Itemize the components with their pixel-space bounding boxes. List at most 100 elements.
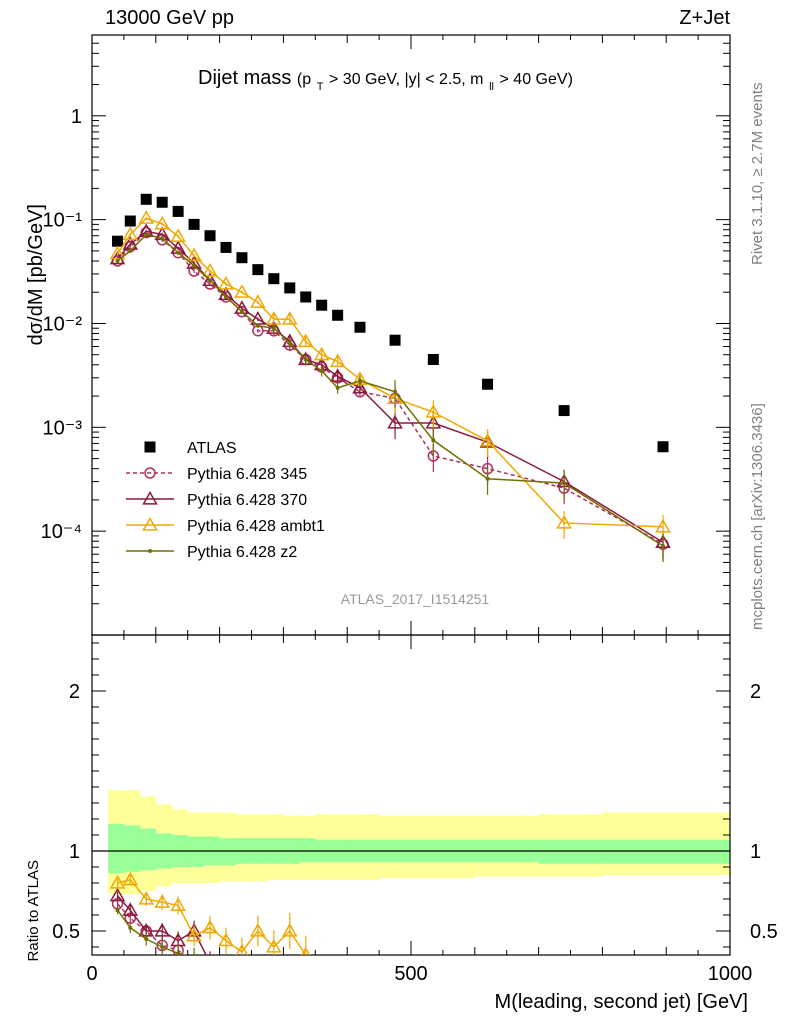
title-main: Dijet mass	[198, 67, 291, 89]
ratio-y-tick-label: 0.5	[52, 921, 80, 943]
title-cuts-b: > 30 GeV, |y| < 2.5, m	[329, 71, 483, 88]
data-point	[186, 247, 202, 262]
legend-entry: Pythia 6.428 345	[126, 466, 307, 483]
data-point	[287, 340, 292, 345]
data-point	[176, 250, 181, 255]
ratio-data-point	[192, 956, 196, 960]
x-tick-label: 500	[394, 963, 427, 985]
data-point	[156, 196, 168, 208]
data-point	[220, 241, 232, 253]
process-label: Z+Jet	[679, 7, 730, 29]
series-atlas	[112, 193, 669, 453]
data-point	[252, 264, 264, 276]
data-point	[300, 291, 312, 303]
data-point	[154, 215, 170, 230]
ratio-data-point	[186, 927, 202, 942]
ratio-uncertainty-bands	[92, 790, 731, 895]
data-point	[128, 248, 133, 253]
ratio-inner-band-bin	[538, 839, 603, 864]
data-point	[562, 481, 567, 486]
data-point	[482, 378, 494, 390]
data-point	[140, 193, 152, 205]
data-point	[319, 368, 324, 373]
ratio-y-tick-label: 1	[69, 841, 80, 863]
data-point	[234, 284, 250, 298]
data-point	[239, 309, 244, 314]
ratio-data-point	[122, 871, 139, 886]
ratio-data-point	[109, 874, 126, 889]
ratio-data-point	[128, 925, 133, 930]
data-point	[661, 543, 666, 548]
data-point	[297, 333, 314, 348]
y-tick-label: 10⁻³	[43, 417, 83, 439]
ratio-plot-series	[109, 871, 311, 968]
x-tick-label: 0	[86, 963, 97, 985]
ratio-data-point	[189, 958, 199, 968]
data-point	[316, 299, 328, 311]
data-point	[303, 357, 308, 362]
data-point	[172, 205, 184, 217]
ratio-y-tick-label: 2	[69, 681, 80, 703]
data-point	[112, 235, 124, 247]
data-point	[657, 441, 669, 453]
ratio-inner-band-bin	[187, 836, 205, 867]
ratio-data-point	[122, 902, 139, 916]
legend-marker	[144, 441, 156, 453]
data-point	[170, 228, 186, 243]
ratio-data-point	[154, 922, 170, 937]
data-point	[204, 230, 216, 242]
data-point	[313, 346, 330, 361]
axis-ticks	[91, 34, 731, 955]
legend-label: Pythia 6.428 345	[187, 466, 307, 483]
data-point	[271, 326, 276, 331]
data-point	[115, 258, 120, 263]
ratio-series-line	[116, 909, 187, 955]
data-point	[268, 273, 280, 285]
data-point	[236, 252, 248, 264]
data-point	[427, 353, 439, 365]
legend-marker	[148, 549, 152, 553]
data-point	[223, 294, 228, 299]
main-plot-series	[109, 193, 671, 563]
ratio-y-tick-label-right: 2	[750, 681, 761, 703]
ratio-series-pythia-6-428-ambt1	[109, 871, 311, 955]
data-point	[354, 321, 366, 333]
x-tick-label: 1000	[708, 963, 753, 985]
analysis-id: ATLAS_2017_I1514251	[341, 591, 490, 607]
data-point	[425, 404, 442, 418]
ratio-data-point	[250, 922, 266, 937]
data-point	[122, 226, 139, 241]
data-point	[431, 438, 436, 443]
ratio-inner-band-bin	[602, 839, 731, 864]
series-pythia-6-428-ambt1	[109, 210, 671, 543]
data-point	[479, 432, 496, 447]
legend-label: Pythia 6.428 z2	[187, 544, 297, 561]
ratio-data-point	[170, 897, 186, 912]
legend-entry: ATLAS	[144, 440, 237, 457]
data-point	[329, 368, 346, 382]
data-point	[387, 415, 403, 429]
ratio-inner-band-bin	[107, 823, 125, 874]
data-point	[655, 518, 671, 533]
data-point	[138, 210, 155, 224]
ratio-data-point	[115, 908, 120, 913]
data-point	[558, 405, 570, 417]
data-point	[329, 353, 346, 368]
ratio-data-point	[210, 954, 211, 955]
ratio-data-point	[202, 919, 218, 934]
data-point	[332, 309, 344, 321]
ratio-data-point	[281, 922, 298, 937]
y-tick-label: 10⁻²	[43, 313, 83, 335]
series-pythia-6-428-345	[111, 226, 669, 561]
ratio-inner-band-bin	[139, 828, 157, 871]
data-point	[208, 278, 213, 283]
data-point	[389, 334, 401, 346]
data-point	[284, 282, 296, 294]
ratio-plot-frame	[91, 634, 731, 956]
data-point	[109, 245, 126, 260]
y-axis-label-ratio: Ratio to ATLAS	[25, 860, 42, 961]
ratio-series-pythia-6-428-z2	[115, 906, 196, 960]
data-point	[218, 275, 234, 290]
